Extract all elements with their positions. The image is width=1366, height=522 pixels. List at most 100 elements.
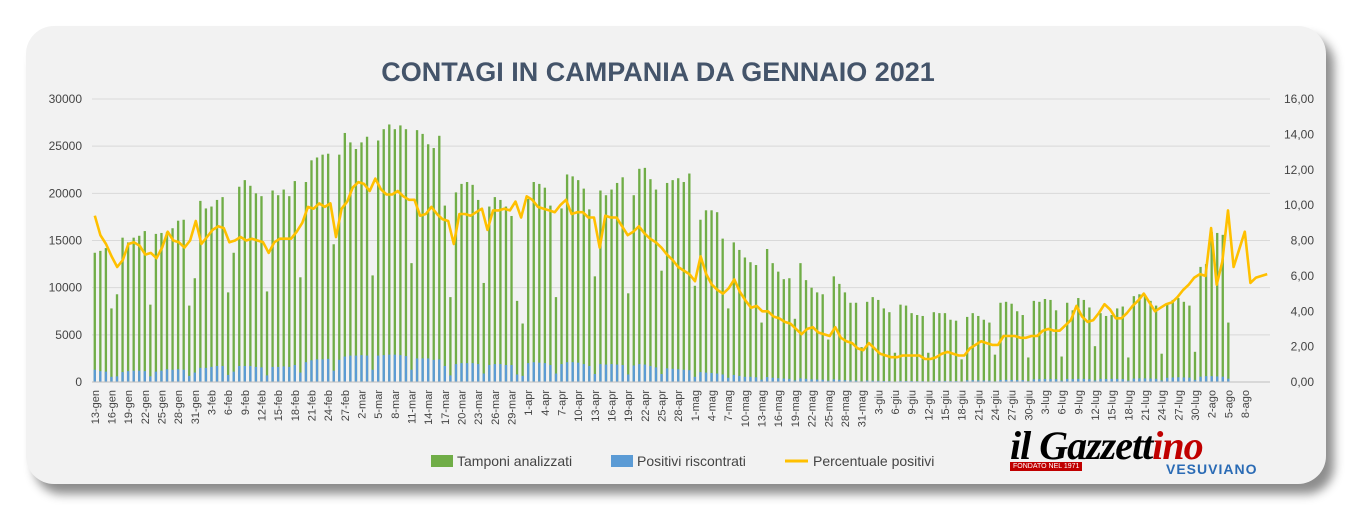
bar-tamponi — [288, 196, 291, 382]
x-tick-label: 12-feb — [257, 390, 269, 421]
bar-positivi — [265, 375, 269, 382]
x-tick-label: 21-giu — [973, 390, 985, 421]
bar-positivi — [215, 365, 219, 382]
bar-tamponi — [315, 157, 319, 382]
bar-positivi — [432, 359, 435, 382]
bar-positivi — [971, 380, 974, 382]
bar-positivi — [871, 380, 874, 382]
bar-tamponi — [627, 293, 630, 382]
bar-tamponi — [438, 135, 441, 382]
bar-tamponi — [1016, 311, 1019, 382]
bar-tamponi — [1077, 298, 1080, 382]
bar-positivi — [899, 380, 902, 382]
bar-tamponi — [265, 291, 269, 382]
bar-tamponi — [621, 177, 624, 382]
x-tick-label: 18-giu — [957, 390, 969, 421]
bar-positivi — [677, 369, 680, 382]
bar-positivi — [1110, 378, 1113, 382]
bar-positivi — [193, 372, 196, 382]
x-tick-label: 18-lug — [1123, 390, 1135, 421]
bar-positivi — [1221, 376, 1224, 382]
x-tick-label: 3-lug — [1040, 390, 1052, 414]
bar-tamponi — [260, 196, 263, 382]
x-tick-label: 25-apr — [657, 390, 669, 422]
bar-tamponi — [860, 347, 863, 382]
legend-swatch-positivi — [611, 455, 633, 467]
bar-positivi — [1149, 378, 1152, 382]
bar-positivi — [938, 380, 941, 382]
bar-positivi — [449, 375, 452, 382]
bar-positivi — [527, 363, 530, 382]
bar-positivi — [649, 365, 652, 382]
bar-tamponi — [477, 199, 480, 382]
bar-positivi — [204, 367, 208, 382]
bar-tamponi — [582, 188, 585, 382]
bar-positivi — [338, 359, 341, 382]
bar-tamponi — [271, 190, 274, 382]
x-tick-label: 6-giu — [890, 390, 902, 414]
bar-tamponi — [782, 279, 785, 382]
bar-positivi — [604, 364, 608, 382]
bar-tamponi — [221, 197, 224, 382]
bar-positivi — [388, 354, 391, 382]
bar-tamponi — [777, 271, 780, 382]
bar-tamponi — [460, 183, 463, 382]
bar-tamponi — [1188, 305, 1191, 382]
bar-positivi — [182, 369, 185, 382]
bar-tamponi — [493, 197, 497, 382]
bar-positivi — [1021, 380, 1024, 382]
x-tick-label: 10-mag — [740, 390, 752, 427]
bar-tamponi — [215, 199, 219, 382]
bar-tamponi — [115, 294, 119, 382]
x-tick-label: 8-mar — [390, 390, 402, 419]
bar-tamponi — [138, 235, 141, 382]
x-tick-label: 10-apr — [573, 390, 585, 422]
bar-positivi — [310, 360, 313, 382]
bar-positivi — [582, 364, 585, 382]
bar-positivi — [382, 355, 385, 382]
bar-positivi — [427, 358, 430, 382]
bar-tamponi — [810, 287, 813, 382]
bar-tamponi — [427, 144, 430, 382]
legend-label-percentuale: Percentuale positivi — [813, 453, 934, 469]
bar-tamponi — [510, 215, 513, 382]
bar-positivi — [160, 370, 163, 382]
bar-positivi — [793, 380, 797, 382]
x-tick-label: 27-lug — [1173, 390, 1185, 421]
series-percentuale-positivi-line — [93, 177, 1268, 361]
y-right-tick-label: 16,00 — [1284, 92, 1314, 106]
bar-positivi — [293, 365, 296, 382]
bar-positivi — [788, 378, 791, 382]
bar-positivi — [415, 358, 419, 382]
y-left-tick-label: 0 — [75, 375, 82, 389]
bar-positivi — [1066, 378, 1069, 382]
bar-tamponi — [293, 181, 296, 382]
bar-positivi — [199, 367, 202, 382]
bar-positivi — [843, 380, 847, 382]
bar-tamponi — [432, 148, 435, 382]
bar-tamponi — [454, 192, 458, 382]
series-positivi-riscontrati — [93, 354, 1230, 382]
bar-positivi — [343, 356, 346, 382]
bar-positivi — [454, 364, 458, 382]
bar-positivi — [615, 364, 619, 382]
x-tick-label: 29-mar — [507, 390, 519, 425]
bar-tamponi — [604, 195, 608, 382]
legend-swatch-tamponi — [431, 455, 453, 467]
bar-positivi — [1210, 376, 1213, 382]
x-tick-label: 31-mag — [857, 390, 869, 427]
bar-positivi — [1016, 380, 1019, 382]
x-tick-label: 31-gen — [190, 390, 202, 424]
bar-positivi — [904, 380, 908, 382]
bar-positivi — [865, 380, 869, 382]
bar-positivi — [176, 369, 180, 382]
bar-tamponi — [243, 180, 246, 382]
bar-positivi — [404, 356, 408, 382]
bar-tamponi — [1216, 232, 1219, 382]
bar-positivi — [682, 369, 685, 382]
bar-tamponi — [521, 323, 524, 382]
bar-positivi — [443, 365, 447, 382]
bar-tamponi — [754, 265, 758, 382]
bar-tamponi — [1182, 301, 1186, 382]
x-tick-label: 17-mar — [440, 390, 452, 425]
